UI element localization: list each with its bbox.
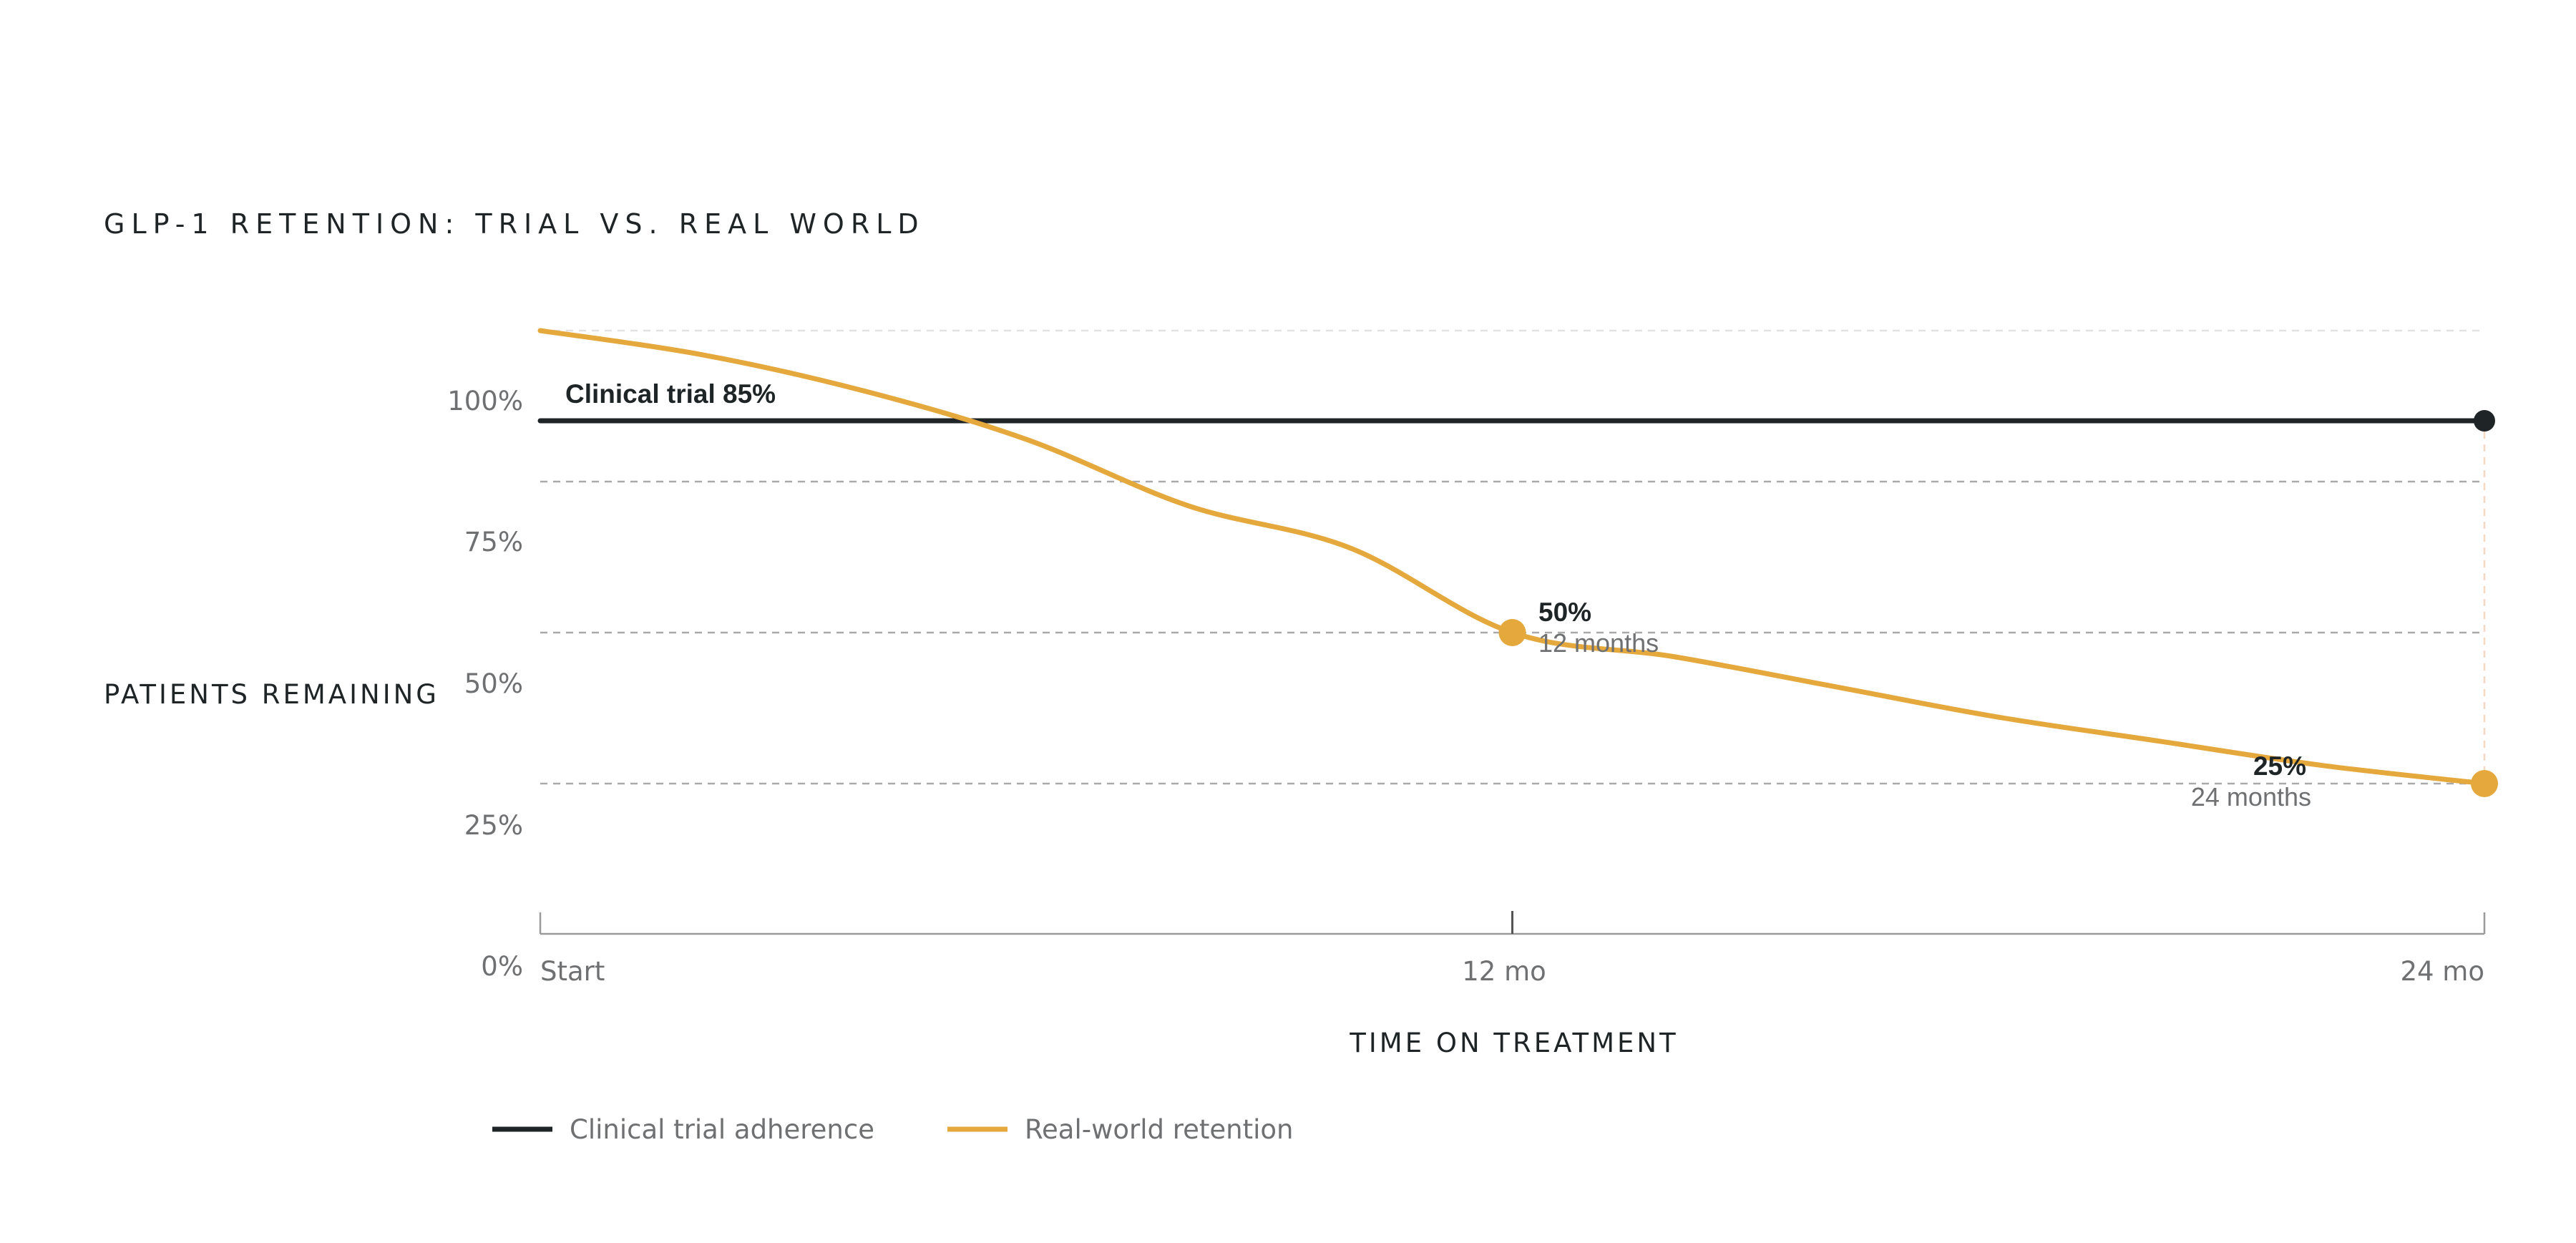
y-tick-label: 50%: [464, 668, 523, 699]
x-axis-title: TIME ON TREATMENT: [1349, 1028, 1678, 1058]
y-axis-ticks: 100% 75% 50% 25% 0%: [447, 386, 523, 982]
x-tick-label: Start: [540, 956, 605, 987]
legend-label: Real-world retention: [1025, 1114, 1294, 1145]
gridlines: [540, 329, 2486, 785]
x-axis-ticks: Start 12 mo 24 mo: [540, 956, 2484, 987]
y-tick-label: 25%: [464, 810, 523, 841]
y-tick-label: 0%: [481, 951, 523, 982]
legend-item: Clinical trial adherence: [492, 1114, 874, 1145]
x-axis: [539, 911, 2486, 935]
legend: Clinical trial adherence Real-world reten…: [492, 1114, 1294, 1145]
chart-title: GLP-1 RETENTION: TRIAL VS. REAL WORLD: [104, 208, 925, 240]
annotation-clinical-trial: Clinical trial 85%: [565, 379, 776, 409]
y-axis-title: PATIENTS REMAINING: [104, 679, 439, 710]
annotation-24mo-value: 25%: [2253, 751, 2306, 781]
annotation-24mo-label: 24 months: [2191, 782, 2311, 811]
plot-area: [537, 328, 2498, 797]
x-tick-label: 24 mo: [2400, 956, 2484, 987]
x-tick-label: 12 mo: [1462, 956, 1546, 987]
annotations: Clinical trial 85% 50%12 months 25%24 mont…: [565, 379, 2311, 811]
legend-label: Clinical trial adherence: [570, 1114, 874, 1145]
series-point-clinical-trial-end: [2474, 410, 2495, 432]
annotation-12mo-label: 12 months: [1538, 628, 1659, 658]
series-line-real-world: [537, 328, 2487, 786]
y-tick-label: 100%: [447, 386, 523, 416]
annotation-12mo-value: 50%: [1538, 598, 1591, 627]
legend-item: Real-world retention: [947, 1114, 1294, 1145]
series-point-real-world: [1498, 619, 1526, 646]
series-point-real-world: [2471, 770, 2498, 797]
y-tick-label: 75%: [464, 527, 523, 557]
